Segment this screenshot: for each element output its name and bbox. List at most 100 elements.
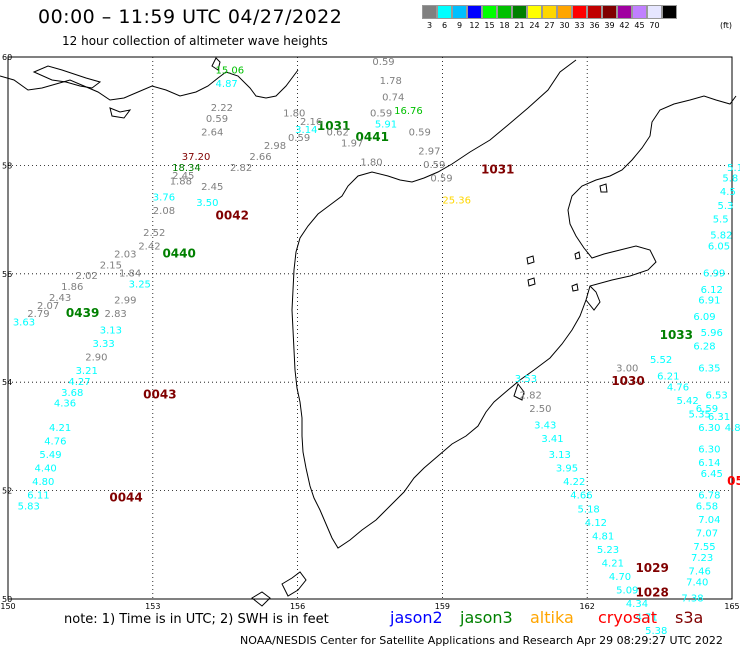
legend-label: 70 (649, 21, 660, 30)
legend-swatch (482, 5, 497, 19)
legend-label: 18 (499, 21, 510, 30)
wave-height-label: 1.78 (380, 76, 402, 87)
wave-height-label: 4.22 (563, 477, 585, 488)
wave-height-label: 3.53 (515, 374, 537, 385)
wave-height-label: 7.23 (691, 553, 713, 564)
wave-height-label: 25.36 (442, 195, 471, 206)
okhotsk-north-coast (0, 69, 299, 101)
wave-height-label: 7.38 (681, 594, 703, 605)
pass-time-label: 1030 (611, 374, 644, 388)
pass-time-label: 0043 (143, 387, 176, 401)
wave-height-label: 6.12 (701, 285, 723, 296)
wave-height-label: 6.09 (693, 312, 715, 323)
pass-time-label: 1031 (317, 119, 350, 133)
wave-height-label: 3.13 (549, 450, 571, 461)
wave-height-label: 6.59 (696, 404, 718, 415)
wave-height-label: 2.98 (264, 141, 286, 152)
wave-height-label: 2.90 (85, 353, 107, 364)
wave-height-label: 1.84 (119, 269, 141, 280)
lat-tick-label: 58 (2, 161, 12, 170)
wave-height-label: 3.41 (541, 434, 563, 445)
lat-tick-label: 52 (2, 487, 12, 496)
legend-label: 3 (426, 21, 433, 30)
wave-height-label: 7.55 (693, 542, 715, 553)
wave-height-label: 4.70 (609, 572, 631, 583)
wave-height-label: 16.76 (394, 106, 423, 117)
wave-height-label: 5.09 (616, 586, 638, 597)
wave-height-label: 5.35 (689, 409, 711, 420)
lat-tick-label: 60 (2, 53, 12, 62)
wave-height-label: 3.13 (100, 325, 122, 336)
wave-height-label: 2.45 (172, 171, 194, 182)
wave-height-label: 2.82 (520, 390, 542, 401)
credit-line: NOAA/NESDIS Center for Satellite Applica… (240, 634, 723, 647)
wave-height-label: 6.21 (657, 371, 679, 382)
wave-height-label: 4.66 (570, 491, 592, 502)
legend-label: 27 (544, 21, 555, 30)
legend-swatch (632, 5, 647, 19)
wave-height-label: 5.96 (701, 328, 723, 339)
wave-height-label: 15.06 (216, 65, 245, 76)
wave-height-label: 4.5 (720, 187, 736, 198)
kamchatka-coast (291, 59, 737, 549)
wave-height-label: 0.59 (206, 114, 228, 125)
wave-height-label: 4.76 (667, 382, 689, 393)
okhotsk-islet (211, 57, 221, 71)
island-small-1 (526, 255, 535, 265)
okhotsk-bay (109, 107, 132, 119)
wave-height-label: 1.80 (283, 109, 305, 120)
legend-swatch (662, 5, 677, 19)
wave-height-label: 3.50 (196, 198, 218, 209)
legend-label: 39 (604, 21, 615, 30)
pass-time-label: 0439 (66, 306, 99, 320)
pass-time-label: 0441 (356, 130, 389, 144)
wave-height-label: 4.87 (216, 79, 238, 90)
wave-height-label: 6.28 (693, 342, 715, 353)
wave-height-label: 0.59 (409, 128, 431, 139)
island-small-2 (527, 277, 536, 287)
wave-height-label: 5.49 (39, 450, 61, 461)
legend-label: 42 (619, 21, 630, 30)
wave-height-label: 2.22 (211, 103, 233, 114)
wave-height-label: 5.5 (713, 214, 729, 225)
wave-height-label: 2.43 (49, 293, 71, 304)
wave-height-label: 7.04 (698, 515, 720, 526)
wave-height-label: 4.80 (32, 477, 54, 488)
lat-tick-label: 56 (2, 270, 12, 279)
wave-height-label: 4.21 (602, 558, 624, 569)
map-subtitle: 12 hour collection of altimeter wave hei… (62, 34, 328, 48)
lon-tick-label: 162 (580, 602, 595, 611)
island-small-3 (574, 251, 581, 260)
lat-tick-label: 50 (2, 595, 12, 604)
wave-height-label: 5.1 (727, 163, 740, 174)
wave-height-label: 18.34 (172, 163, 201, 174)
wave-height-label: 1.86 (61, 282, 83, 293)
legend-unit: (ft) (719, 21, 732, 30)
wave-height-label: 5.42 (676, 396, 698, 407)
wave-height-label: 3.63 (13, 317, 35, 328)
lon-tick-label: 156 (290, 602, 305, 611)
wave-height-label: 2.97 (418, 147, 440, 158)
wave-height-label: 5.23 (597, 545, 619, 556)
wave-height-label: 3.76 (153, 193, 175, 204)
wave-height-label: 1.80 (360, 157, 382, 168)
wave-height-label: 4.21 (49, 423, 71, 434)
wave-height-label: 7.46 (689, 567, 711, 578)
wave-height-label: 6.78 (698, 491, 720, 502)
legend-swatch (557, 5, 572, 19)
wave-height-label: 3.43 (534, 420, 556, 431)
legend-swatch (467, 5, 482, 19)
lat-tick-label: 54 (2, 378, 12, 387)
satellite-jason3: jason3 (460, 608, 513, 627)
legend-label: 21 (514, 21, 525, 30)
wave-height-label: 2.99 (114, 296, 136, 307)
wave-height-label: 0.62 (327, 128, 349, 139)
wave-height-label: 6.31 (708, 412, 730, 423)
wave-height-label: 4.27 (68, 377, 90, 388)
kuril-island-1 (281, 571, 307, 597)
pass-time-label: 1031 (481, 163, 514, 177)
legend-label: 30 (559, 21, 570, 30)
okhotsk-peninsula (32, 65, 102, 89)
wave-height-label: 4.12 (585, 518, 607, 529)
